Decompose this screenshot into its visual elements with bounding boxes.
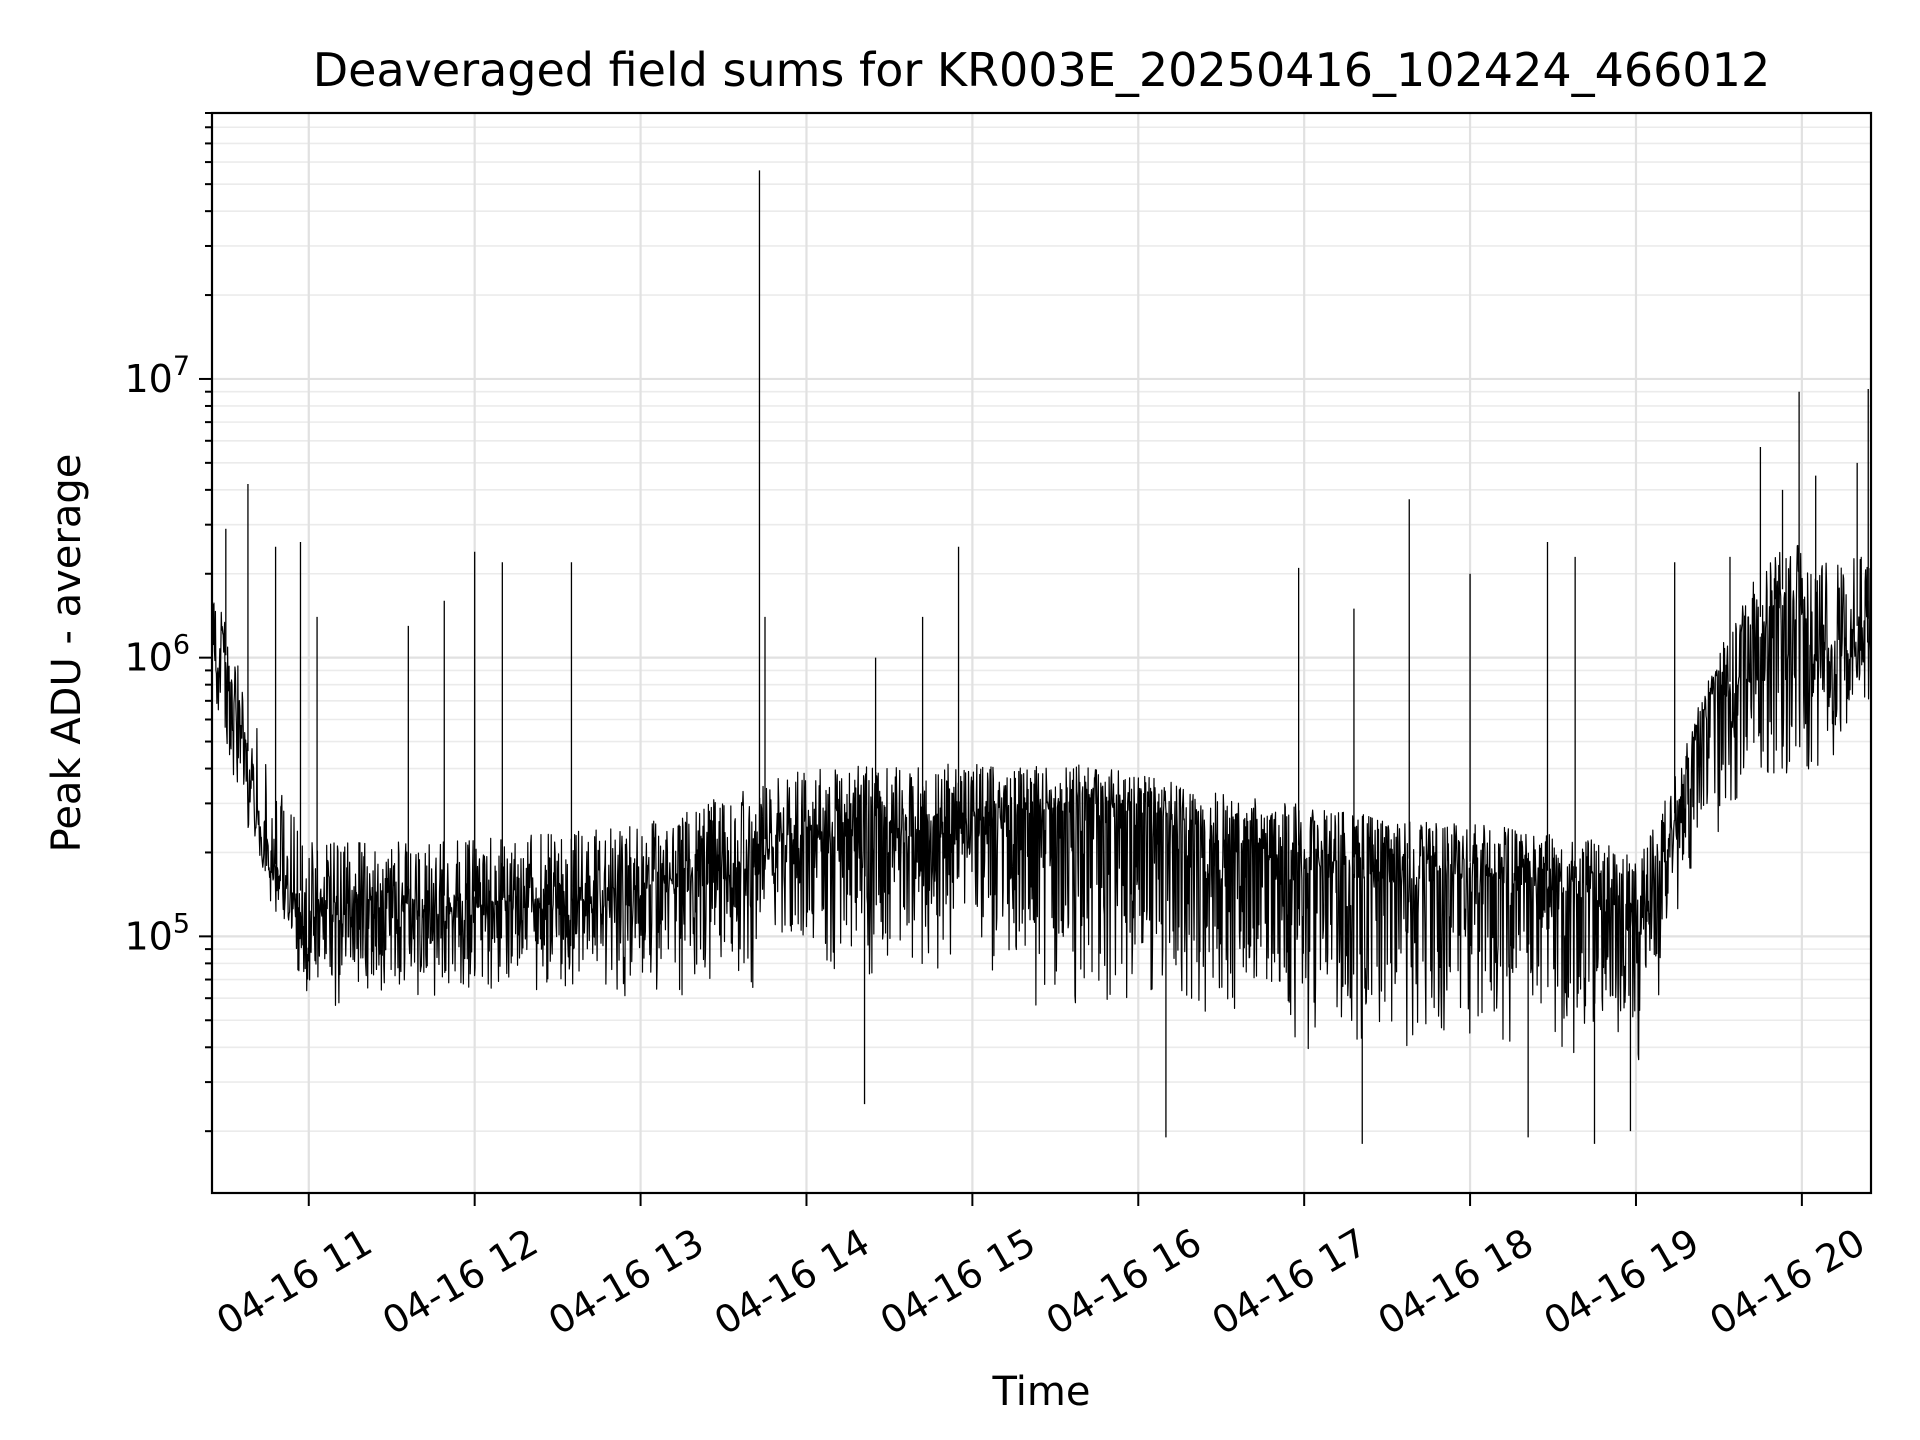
y-tick-label: 107 (124, 351, 190, 401)
plot-area-frame (210, 111, 1873, 1195)
y-tick-label: 106 (124, 630, 190, 680)
data-series (211, 170, 1872, 1144)
y-axis-label: Peak ADU - average (44, 454, 90, 853)
x-axis-label: Time (992, 1369, 1091, 1415)
y-tick-label: 105 (124, 908, 190, 958)
y-axis-ticks: 105 106 107 (124, 112, 212, 1133)
chart-title: Deaveraged field sums for KR003E_2025041… (313, 43, 1770, 97)
